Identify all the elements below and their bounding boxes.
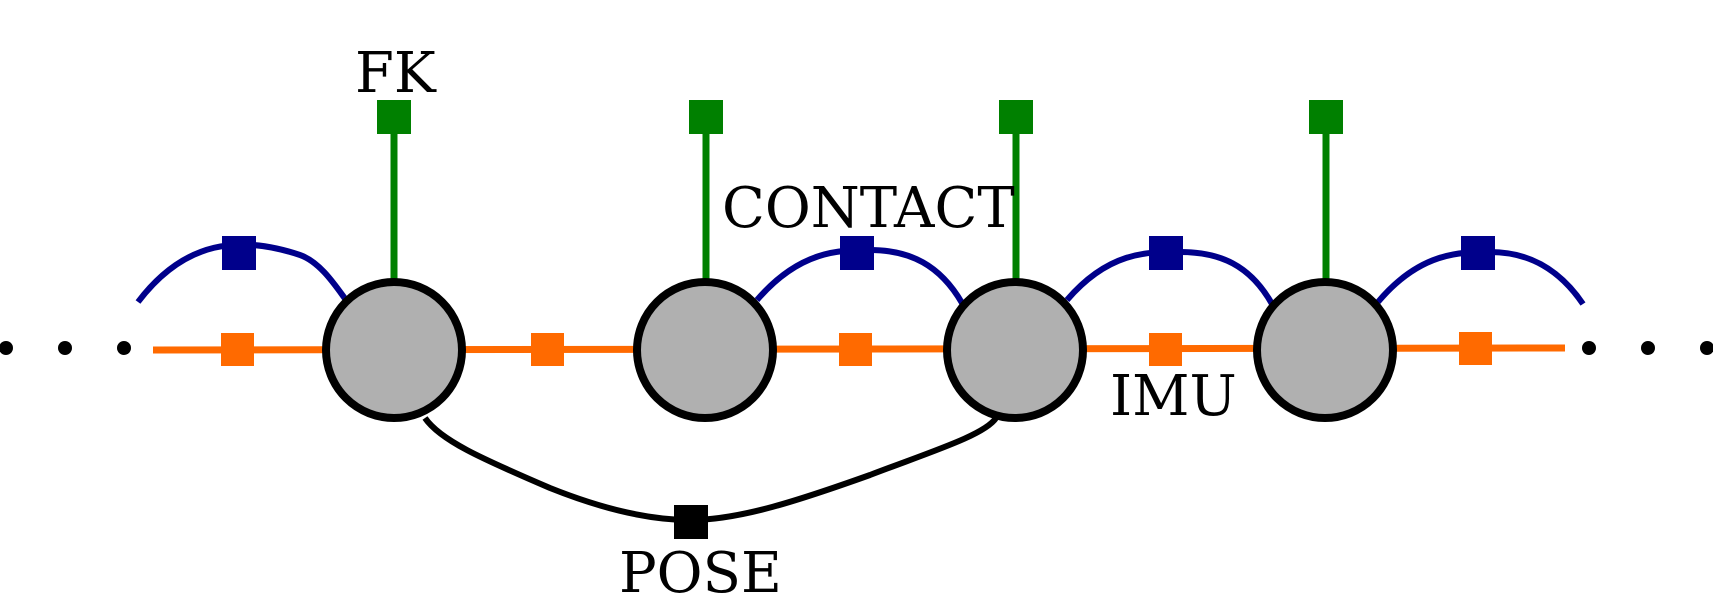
contact-label: CONTACT [722, 176, 1015, 241]
ellipsis-right [1582, 341, 1713, 355]
fk-factor [377, 100, 411, 134]
imu-factor [839, 333, 872, 366]
ellipsis-left [0, 341, 131, 355]
state-node [943, 278, 1087, 422]
state-nodes [322, 278, 1397, 422]
pose-factor-group [422, 416, 999, 539]
imu-factor [1459, 332, 1492, 365]
imu-factor [221, 333, 254, 366]
imu-label: IMU [1110, 364, 1237, 429]
imu-factor [531, 333, 564, 366]
fk-factor [1309, 100, 1343, 134]
imu-factor [1149, 333, 1182, 366]
contact-factor [1461, 236, 1495, 270]
fk-factor [689, 100, 723, 134]
state-node [633, 278, 777, 422]
contact-factor [222, 236, 256, 270]
fk-factors [377, 100, 1343, 280]
state-node [1253, 278, 1397, 422]
fk-factor [999, 100, 1033, 134]
contact-edge [135, 241, 349, 304]
pose-label: POSE [619, 541, 782, 606]
pose-factor [674, 505, 708, 539]
fk-label: FK [355, 41, 437, 106]
contact-factor [840, 236, 874, 270]
contact-factor [1149, 236, 1183, 270]
contact-factors [222, 236, 1495, 270]
pose-edge [422, 416, 999, 524]
state-node [322, 278, 466, 422]
